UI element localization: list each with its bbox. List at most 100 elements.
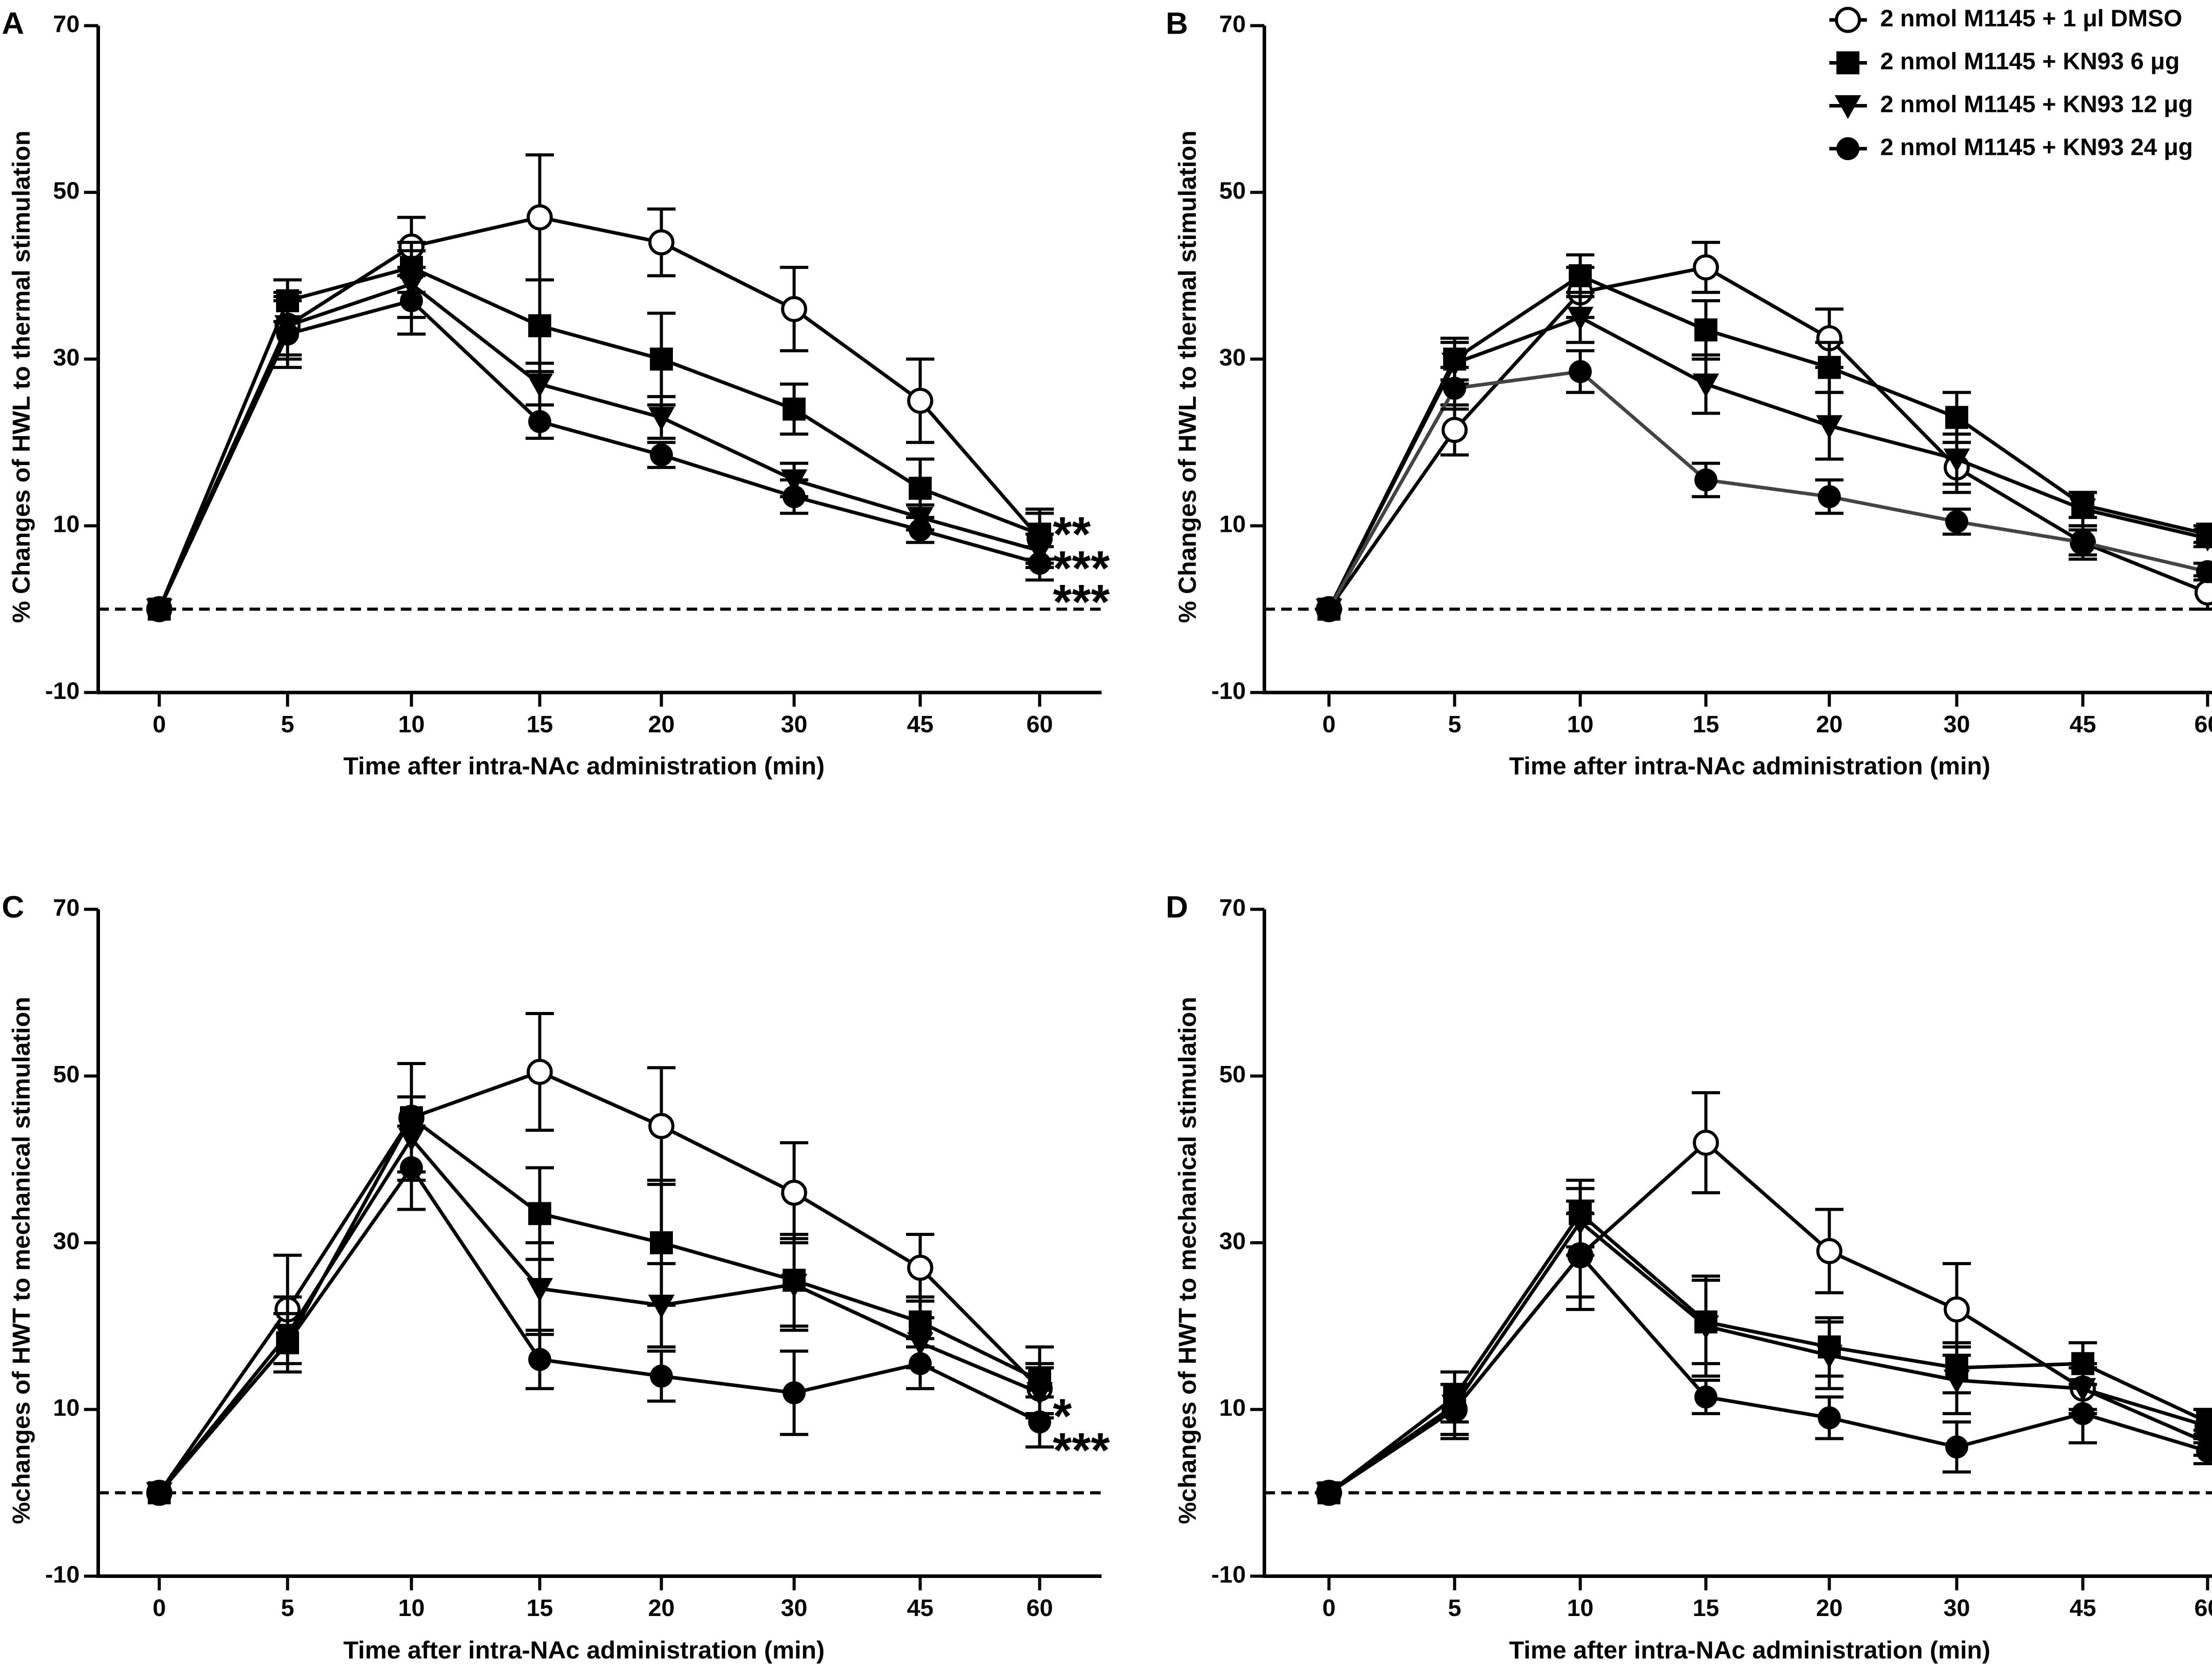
y-tick-label: -10: [1211, 1561, 1246, 1588]
data-point: [1567, 307, 1594, 331]
x-tick-label: 15: [526, 1595, 553, 1621]
x-tick-label: 60: [2194, 1595, 2212, 1621]
x-tick-label: 45: [2070, 711, 2096, 738]
series-line: [157, 215, 1041, 610]
legend-item: 2 nmol M1145 + 1 μl DMSO: [1829, 5, 2182, 33]
data-point: [907, 1254, 933, 1281]
y-axis-title: % Changes of HWL to thermal stimulation: [1173, 131, 1201, 623]
data-point: [1818, 1406, 1841, 1430]
data-point: [1943, 1296, 1970, 1323]
data-point: [909, 1352, 932, 1375]
data-point: [648, 1113, 675, 1139]
y-tick-label: 70: [53, 11, 80, 37]
y-axis-title: %changes of HWT to mechanical stimulatio…: [1173, 997, 1201, 1524]
y-tick-label: -10: [45, 677, 80, 704]
y-tick-label: 10: [53, 1395, 80, 1421]
data-point: [909, 518, 932, 542]
data-point: [1694, 1385, 1717, 1408]
x-tick-label: 10: [398, 711, 425, 738]
x-tick-label: 5: [281, 1595, 294, 1621]
data-point: [526, 204, 553, 231]
data-point: [1693, 254, 1719, 281]
series-line: [157, 1137, 1041, 1494]
data-point: [1943, 1370, 1970, 1394]
x-tick-label: 0: [1322, 711, 1336, 738]
x-tick-label: 30: [781, 1595, 807, 1621]
x-tick-label: 15: [1693, 711, 1719, 738]
legend-item: 2 nmol M1145 + KN93 24 μg: [1829, 134, 2193, 160]
data-point: [783, 485, 806, 508]
x-tick-label: 45: [907, 711, 933, 738]
series-line: [157, 299, 1041, 610]
data-point: [276, 1331, 299, 1354]
data-point: [1945, 406, 1968, 429]
data-point: [526, 1058, 553, 1085]
x-tick-label: 0: [153, 711, 166, 738]
y-tick-label: 10: [53, 511, 80, 538]
x-tick-label: 0: [153, 1595, 166, 1621]
x-tick-label: 20: [648, 711, 675, 738]
data-point: [528, 410, 551, 433]
y-tick-label: 50: [53, 177, 80, 204]
panel-d: D 70 50 30 10 -10 0 5 10 15 20 30 45 60 Time after int…: [1166, 889, 2212, 1664]
y-tick-label: 70: [1219, 11, 1246, 37]
data-point: [650, 347, 673, 371]
data-point: [781, 1179, 807, 1206]
series-line: [157, 1166, 1041, 1494]
data-point: [1028, 1410, 1051, 1434]
y-tick-label: -10: [45, 1561, 80, 1588]
x-tick-label: 20: [1816, 711, 1843, 738]
x-tick-label: 0: [1322, 1595, 1336, 1621]
data-point: [1443, 1398, 1466, 1421]
x-tick-label: 60: [2194, 711, 2212, 738]
series-line: [1328, 1220, 2208, 1494]
data-point: [528, 314, 551, 338]
significance-marker: ***: [1053, 541, 1110, 596]
x-tick-label: 30: [781, 711, 807, 738]
x-tick-label: 5: [1448, 1595, 1461, 1621]
data-point: [1694, 318, 1717, 342]
x-tick-label: 15: [1693, 1595, 1719, 1621]
data-point: [1693, 1315, 1719, 1339]
data-point: [1818, 485, 1841, 508]
data-point: [2196, 1439, 2212, 1463]
legend-marker: [1835, 7, 1861, 33]
y-tick-label: 10: [1219, 1395, 1246, 1421]
y-axis-title: % Changes of HWL to thermal stimulation: [7, 131, 35, 623]
legend-label: 2 nmol M1145 + KN93 6 μg: [1880, 48, 2180, 74]
data-point: [1694, 468, 1717, 492]
legend: 2 nmol M1145 + 1 μl DMSO 2 nmol M1145 + K…: [1829, 5, 2193, 160]
x-tick-label: 10: [1567, 711, 1594, 738]
legend-label: 2 nmol M1145 + 1 μl DMSO: [1880, 5, 2182, 31]
data-point: [1443, 377, 1466, 400]
data-point: [648, 229, 675, 256]
x-tick-label: 45: [2070, 1595, 2096, 1621]
x-tick-label: 5: [1448, 711, 1461, 738]
data-point: [1818, 356, 1841, 379]
y-tick-label: -10: [1211, 677, 1246, 704]
x-tick-label: 30: [1943, 711, 1970, 738]
series-line: [1327, 369, 2208, 610]
data-point: [2194, 579, 2212, 606]
series-line: [1327, 265, 2208, 610]
panel-letter: C: [2, 889, 24, 924]
data-point: [781, 296, 807, 322]
data-point: [907, 388, 933, 414]
data-point: [2071, 531, 2094, 554]
series-line: [1328, 1253, 2208, 1494]
data-point: [1816, 1238, 1843, 1264]
x-tick-label: 20: [1816, 1595, 1843, 1621]
panel-c: C 70 50 30 10 -10 0 5 10 15 20 30 45 60 Time after int…: [2, 889, 1110, 1664]
data-point: [1026, 1382, 1053, 1406]
x-axis-title: Time after intra-NAc administration (min…: [1509, 752, 1990, 780]
panel-letter: B: [1166, 6, 1188, 40]
data-point: [909, 477, 932, 500]
series-line: [157, 282, 1041, 610]
data-point: [148, 597, 171, 621]
x-axis-title: Time after intra-NAc administration (min…: [1509, 1636, 1990, 1664]
significance-marker: *: [1053, 1389, 1072, 1443]
y-tick-label: 50: [1219, 177, 1246, 204]
legend-item: 2 nmol M1145 + KN93 12 μg: [1829, 91, 2193, 119]
data-point: [1816, 415, 1843, 439]
